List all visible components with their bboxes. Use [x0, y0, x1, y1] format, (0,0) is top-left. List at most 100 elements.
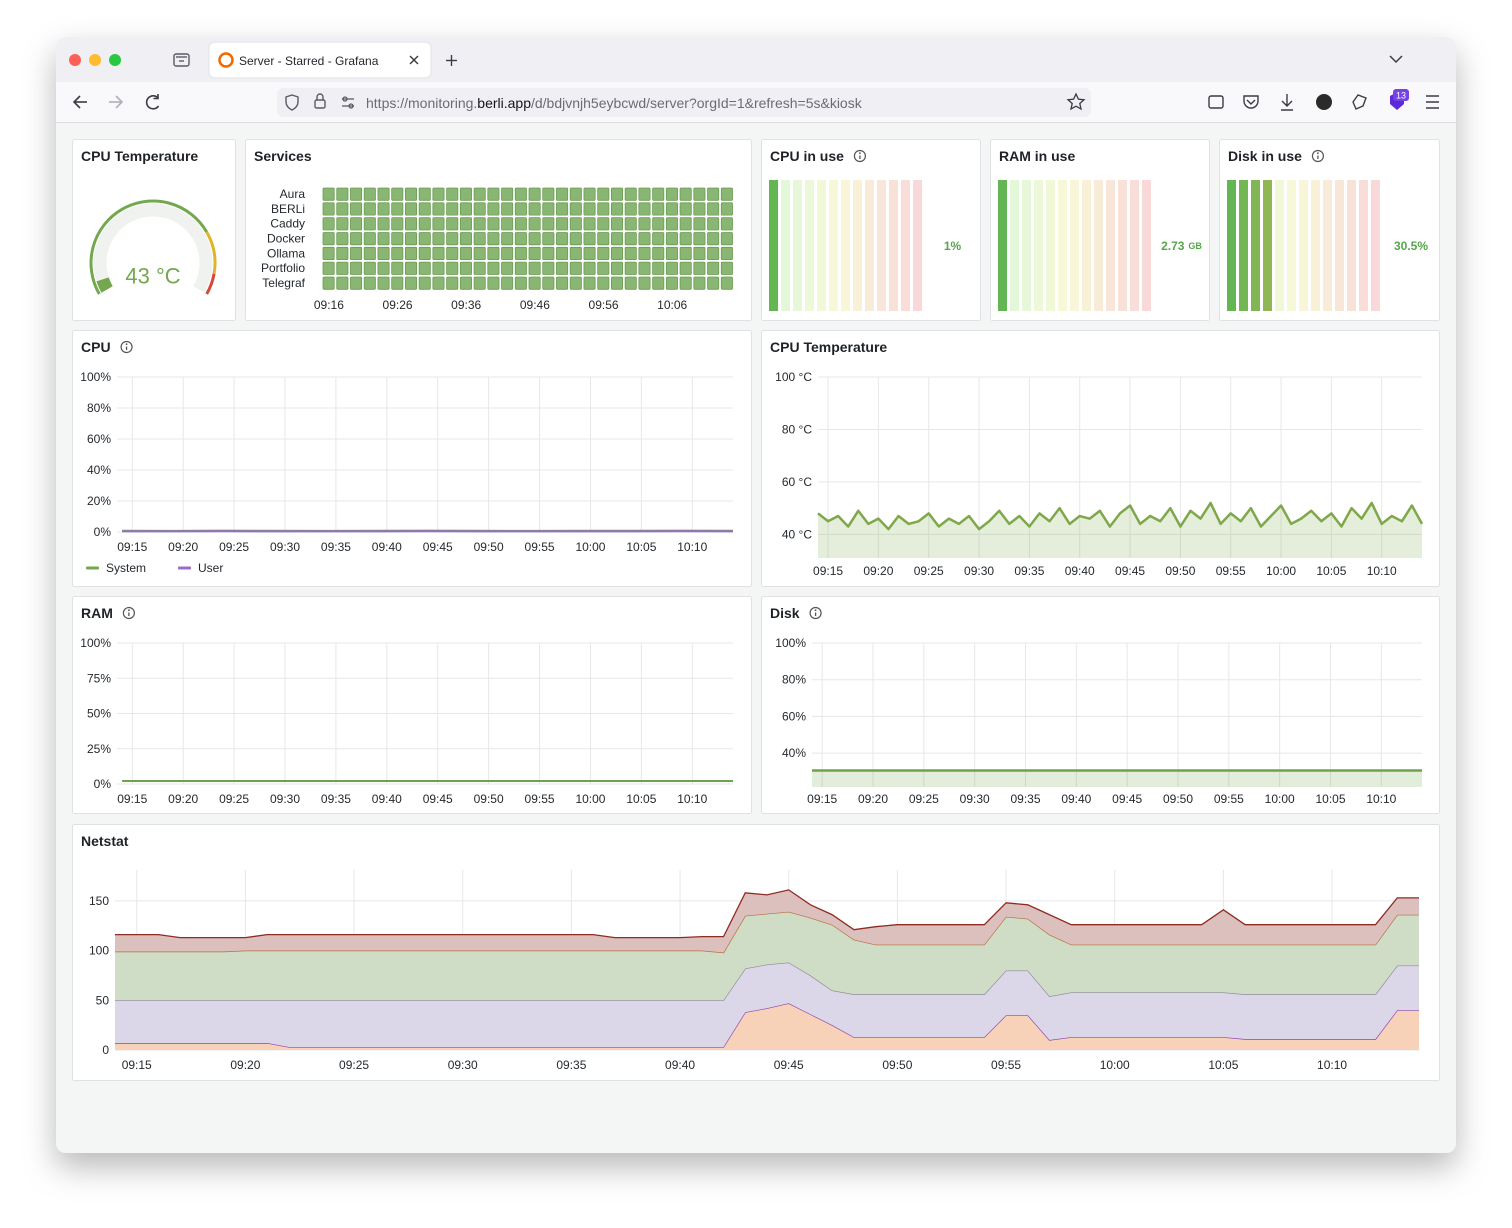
state-cell [569, 232, 582, 246]
state-cell [473, 217, 486, 231]
state-cell [487, 217, 500, 231]
state-cell [377, 187, 390, 201]
x-tick-label: 09:40 [1065, 564, 1095, 578]
y-tick-label: 20% [87, 494, 111, 508]
x-tick-label: 09:45 [1112, 792, 1142, 806]
state-cell [720, 187, 733, 201]
state-cell [569, 246, 582, 261]
tracking-shield[interactable] [285, 94, 299, 111]
x-tick-label: 09:50 [474, 540, 504, 554]
state-cell [473, 261, 486, 275]
state-cell [679, 202, 692, 216]
tab-list[interactable] [1389, 55, 1403, 64]
x-tick-label: 09:45 [423, 540, 453, 554]
row-label: BERLi [271, 202, 305, 216]
row-label: Ollama [267, 246, 305, 260]
reload-button[interactable] [145, 94, 160, 110]
row-label: Caddy [270, 217, 305, 231]
x-tick-label: 09:40 [1061, 792, 1091, 806]
state-cell [418, 232, 431, 246]
state-cell [377, 217, 390, 231]
state-cell [679, 187, 692, 201]
minimize-window[interactable] [89, 54, 101, 66]
site-permissions[interactable] [342, 96, 354, 109]
y-tick-label: 100 °C [775, 370, 812, 384]
state-cell [363, 187, 376, 201]
y-tick-label: 60% [87, 432, 111, 446]
forward-button[interactable] [109, 95, 124, 109]
state-cell [542, 232, 555, 246]
state-cell [487, 232, 500, 246]
panel-title: RAM in use [999, 148, 1075, 164]
state-cell [377, 202, 390, 216]
x-tick-label: 09:50 [1165, 564, 1195, 578]
x-tick-label: 09:25 [914, 564, 944, 578]
x-tick-label: 10:00 [575, 792, 605, 806]
state-cell [459, 261, 472, 275]
close-tab[interactable] [409, 55, 419, 65]
state-cell [707, 217, 720, 231]
state-cell [638, 202, 651, 216]
pocket-button[interactable] [1243, 95, 1259, 109]
state-cell [693, 261, 706, 275]
bar-gauge-cell [1106, 180, 1115, 311]
account-avatar[interactable] [1316, 94, 1332, 110]
x-tick-label: 09:55 [1216, 564, 1246, 578]
x-tick-label: 09:46 [520, 298, 550, 312]
state-cell [501, 202, 514, 216]
state-cell [446, 202, 459, 216]
x-tick-label: 09:15 [117, 792, 147, 806]
state-cell [336, 276, 349, 290]
new-tab[interactable] [446, 55, 457, 66]
state-cell [501, 217, 514, 231]
bar-gauge-value: 1% [944, 239, 962, 253]
lock-icon[interactable] [314, 93, 326, 109]
bar-gauge-cell [1299, 180, 1308, 311]
bar-gauge-fill [1227, 180, 1236, 311]
y-tick-label: 100% [80, 370, 111, 384]
state-cell [322, 187, 335, 201]
url-bar[interactable] [277, 88, 1091, 117]
menu-button[interactable] [1426, 95, 1439, 109]
state-cell [583, 232, 596, 246]
state-cell [611, 261, 624, 275]
state-cell [556, 217, 569, 231]
state-cell [542, 276, 555, 290]
state-cell [611, 232, 624, 246]
state-cell [322, 276, 335, 290]
x-tick-label: 09:15 [813, 564, 843, 578]
y-tick-label: 75% [87, 671, 111, 685]
bar-gauge-cell [1142, 180, 1151, 311]
y-tick-label: 100% [80, 636, 111, 650]
zoom-window[interactable] [109, 54, 121, 66]
state-cell [638, 187, 651, 201]
x-tick-label: 09:20 [168, 792, 198, 806]
state-cell [611, 246, 624, 261]
active-tab[interactable] [208, 41, 432, 79]
state-cell [487, 246, 500, 261]
bookmark-star[interactable] [1066, 92, 1086, 111]
x-tick-label: 09:20 [863, 564, 893, 578]
y-tick-label: 100% [775, 636, 806, 650]
info-icon-dot [125, 343, 128, 346]
state-cell [350, 202, 363, 216]
state-cell [350, 261, 363, 275]
x-tick-label: 09:50 [882, 1058, 912, 1072]
back-button[interactable] [72, 95, 87, 109]
bar-gauge-cell [1275, 180, 1284, 311]
state-cell [514, 276, 527, 290]
state-cell [322, 232, 335, 246]
state-cell [446, 276, 459, 290]
state-cell [501, 246, 514, 261]
state-cell [542, 261, 555, 275]
downloads-button[interactable] [1281, 94, 1293, 111]
extensions-button[interactable] [1352, 94, 1367, 110]
panel-title: Disk [770, 605, 800, 621]
state-cell [652, 202, 665, 216]
state-cell [363, 232, 376, 246]
close-window[interactable] [69, 54, 81, 66]
screenshot-button[interactable] [1208, 95, 1224, 109]
tab-overview[interactable] [173, 53, 190, 67]
state-cell [432, 217, 445, 231]
stacked-area-fill [115, 962, 1419, 1048]
